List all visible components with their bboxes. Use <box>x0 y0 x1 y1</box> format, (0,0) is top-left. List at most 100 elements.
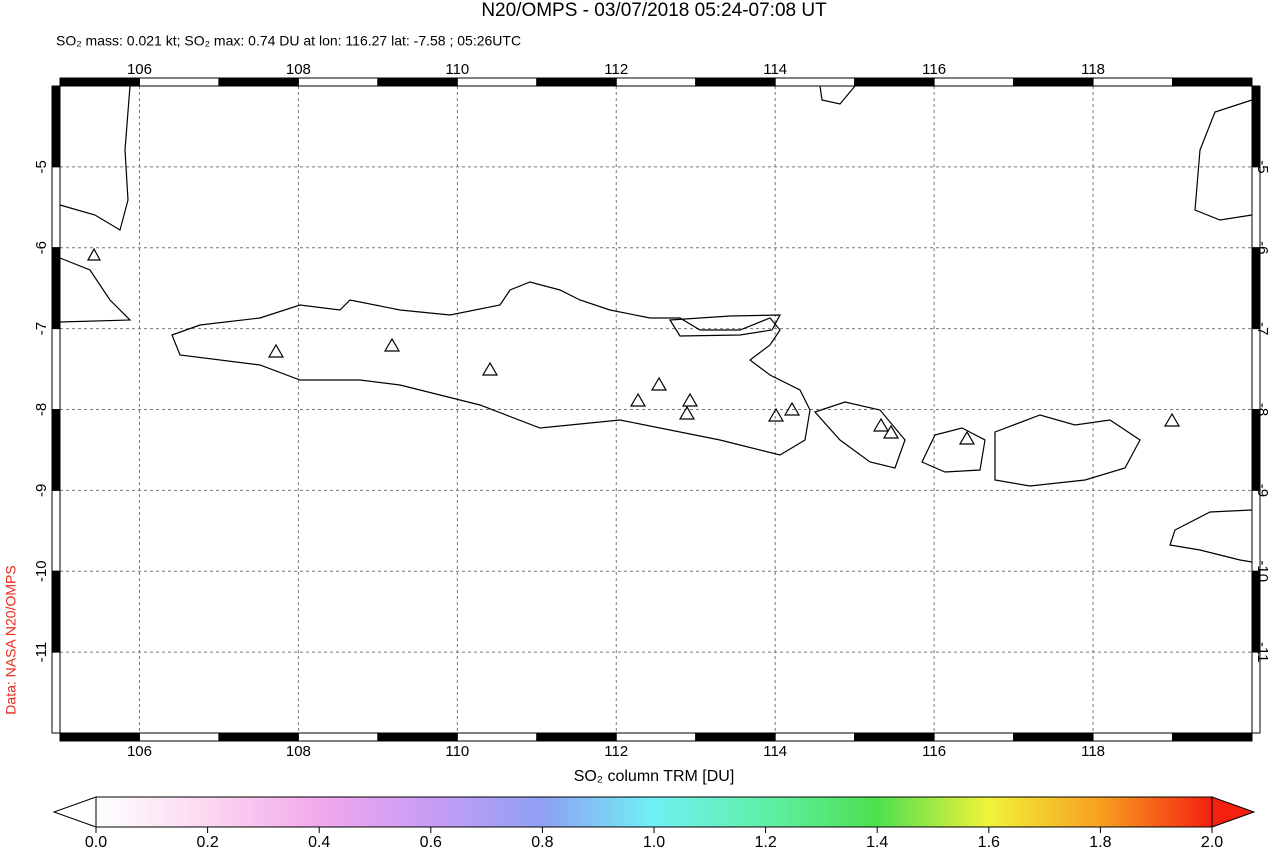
grid <box>60 86 1252 733</box>
frame-segment <box>774 77 856 87</box>
frame-segment <box>218 77 299 87</box>
y-tick-label-right: -7 <box>1254 322 1271 335</box>
frame-segment <box>59 77 140 87</box>
x-tick-label-bottom: 112 <box>604 743 628 760</box>
colorbar-tick-label: 0.0 <box>85 834 107 851</box>
frame-segment <box>456 732 538 742</box>
volcano <box>86 247 1181 445</box>
colorbar-tick-label: 0.2 <box>196 834 218 851</box>
x-tick-label-bottom: 110 <box>445 743 469 760</box>
frame-segment <box>51 247 61 330</box>
x-tick-label-bottom: 118 <box>1081 743 1105 760</box>
x-tick-label-bottom: 108 <box>286 743 311 760</box>
title: N20/OMPS - 03/07/2018 05:24-07:08 UT <box>481 0 827 21</box>
y-tick-label-right: -10 <box>1254 560 1271 582</box>
y-tick-label-right: -11 <box>1254 642 1271 663</box>
frame-segment <box>297 77 379 87</box>
frame-segment <box>377 77 458 87</box>
x-tick-label-top: 106 <box>127 61 152 78</box>
frame-segment <box>854 77 935 87</box>
y-tick-label-left: -7 <box>33 322 50 335</box>
y-tick-label-left: -10 <box>33 560 50 582</box>
coastline <box>59 85 132 323</box>
frame-segment <box>933 732 1015 742</box>
colorbar-label: SO₂ column TRM [DU] <box>574 768 735 785</box>
y-tick-label-left: -11 <box>33 642 50 663</box>
x-tick-label-top: 116 <box>922 61 946 78</box>
x-tick-label-top: 108 <box>286 61 311 78</box>
x-tick-label-bottom: 106 <box>127 743 152 760</box>
frame-segment <box>377 732 458 742</box>
subtitle: SO₂ mass: 0.021 kt; SO₂ max: 0.74 DU at … <box>56 33 521 49</box>
colorbar-tick-label: 0.4 <box>308 834 330 851</box>
coastline <box>668 314 782 337</box>
y-tick-label-left: -5 <box>33 160 50 173</box>
coastline <box>921 427 986 473</box>
frame <box>51 77 1261 742</box>
y-tick-label-right: -5 <box>1254 160 1271 173</box>
y-tick-label-left: -6 <box>33 241 50 254</box>
coastline <box>994 414 1141 487</box>
frame-segment <box>51 409 61 491</box>
colorbar-tick-label: 1.2 <box>754 834 776 851</box>
frame-segment <box>59 732 140 742</box>
frame-segment <box>854 732 935 742</box>
frame-segment <box>51 570 61 653</box>
frame-segment <box>297 732 379 742</box>
frame-segment <box>695 77 776 87</box>
frame-segment <box>1092 77 1174 87</box>
frame-segment <box>1251 247 1261 330</box>
coastline <box>813 401 906 469</box>
x-tick-label-bottom: 114 <box>763 743 787 760</box>
y-tick-label-right: -6 <box>1254 241 1271 254</box>
colorbar-tick-label: 1.4 <box>866 834 888 851</box>
colorbar-tick-label: 0.6 <box>420 834 442 851</box>
frame-segment <box>51 651 61 734</box>
frame-segment <box>138 77 220 87</box>
coastlines <box>59 85 1253 563</box>
colorbar-tick-label: 1.6 <box>978 834 1000 851</box>
colorbar-tick-label: 2.0 <box>1201 834 1223 851</box>
frame-segment <box>615 77 697 87</box>
frame-segment <box>695 732 776 742</box>
frame-segment <box>774 732 856 742</box>
credit: Data: NASA N20/OMPS <box>3 565 19 714</box>
colorbar-low-arrow <box>52 796 97 828</box>
y-tick-label-right: -8 <box>1254 403 1271 416</box>
frame-segment <box>1251 409 1261 491</box>
frame-segment <box>1092 732 1174 742</box>
frame-segment <box>1251 651 1261 734</box>
x-tick-label-top: 118 <box>1081 61 1105 78</box>
volcanoes <box>86 247 1181 445</box>
x-tick-label-bottom: 116 <box>922 743 946 760</box>
colorbar-high-arrow <box>1211 796 1256 828</box>
frame-segment <box>456 77 538 87</box>
frame-segment <box>51 489 61 572</box>
frame-segment <box>933 77 1015 87</box>
coastline <box>1169 509 1253 563</box>
frame-segment <box>1013 77 1094 87</box>
frame-segment <box>1251 489 1261 572</box>
map-border <box>59 85 1253 734</box>
x-tick-label-top: 110 <box>445 61 469 78</box>
frame-segment <box>615 732 697 742</box>
coastline <box>819 85 1253 221</box>
colorbar-tick-label: 0.8 <box>531 834 553 851</box>
frame-segment <box>51 85 61 168</box>
frame-segment <box>51 328 61 410</box>
colorbar: SO₂ column TRM [DU] 0.0 0.2 0.4 0.6 0.8 1.0 1.… <box>52 768 1256 851</box>
y-tick-label-left: -9 <box>33 484 50 497</box>
x-tick-label-top: 114 <box>763 61 787 78</box>
colorbar-tick-label: 1.0 <box>643 834 665 851</box>
frame-segment <box>536 77 617 87</box>
frame-segment <box>536 732 617 742</box>
frame-segment <box>1251 328 1261 410</box>
frame-segment <box>218 732 299 742</box>
y-tick-label-left: -8 <box>33 403 50 416</box>
colorbar-gradient <box>95 796 1213 828</box>
frame-segment <box>1172 77 1253 87</box>
frame-segment <box>138 732 220 742</box>
frame-segment <box>51 166 61 249</box>
frame-segment <box>1172 732 1253 742</box>
